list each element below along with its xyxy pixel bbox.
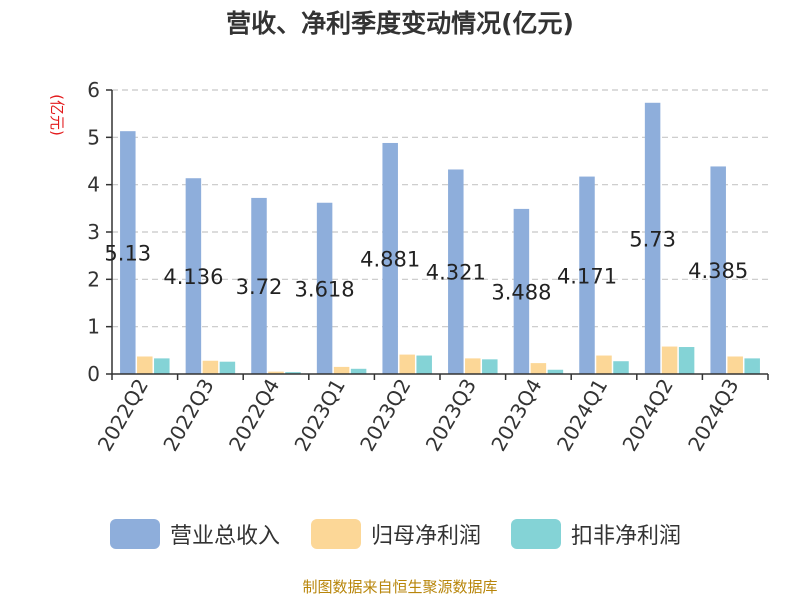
- bar: [333, 366, 350, 374]
- bar: [710, 166, 726, 374]
- data-label: 4.881: [360, 247, 420, 271]
- legend-label-deducted-profit: 扣非净利润: [571, 524, 682, 549]
- bar: [285, 372, 301, 374]
- data-label: 5.73: [629, 227, 676, 251]
- bar: [465, 358, 481, 374]
- bar: [744, 358, 760, 374]
- bar: [579, 176, 595, 374]
- bar: [727, 356, 743, 374]
- data-source-note: 制图数据来自恒生聚源数据库: [302, 578, 498, 596]
- bar: [530, 363, 547, 374]
- legend-label-revenue: 营业总收入: [170, 524, 281, 549]
- bar: [154, 358, 170, 374]
- bar: [382, 142, 398, 374]
- x-tick-label: 2024Q2: [617, 375, 677, 456]
- legend-label-net-profit: 归母净利润: [371, 524, 482, 549]
- bar: [448, 169, 464, 374]
- legend-item-net-profit[interactable]: 归母净利润: [311, 518, 481, 550]
- data-label: 3.72: [236, 275, 283, 299]
- x-tick-label: 2023Q3: [421, 375, 481, 456]
- x-tick-label: 2022Q4: [224, 375, 284, 456]
- legend-swatch-net-profit: [311, 519, 361, 549]
- data-label: 3.488: [491, 280, 551, 304]
- x-tick-label: 2022Q3: [158, 375, 218, 456]
- legend-swatch-deducted-profit: [511, 519, 561, 549]
- y-tick-label: 1: [87, 315, 100, 339]
- legend-swatch-revenue: [110, 519, 160, 549]
- data-label: 3.618: [295, 277, 355, 301]
- data-label: 4.171: [557, 264, 617, 288]
- y-tick-label: 4: [87, 173, 100, 197]
- bar: [596, 355, 612, 374]
- data-label: 5.13: [104, 242, 151, 266]
- bar: [416, 355, 432, 374]
- data-label: 4.136: [163, 265, 223, 289]
- bar: [482, 359, 498, 374]
- y-tick-label: 5: [87, 125, 100, 149]
- bar: [350, 368, 367, 374]
- x-tick-label: 2022Q2: [93, 375, 153, 456]
- x-tick-label: 2023Q1: [289, 375, 349, 456]
- bar: [613, 361, 629, 374]
- bar: [202, 360, 219, 374]
- bar: [185, 178, 202, 374]
- x-tick-label: 2024Q1: [552, 375, 612, 456]
- chart-title: 营收、净利季度变动情况(亿元): [226, 9, 574, 38]
- y-axis-label: (亿元): [48, 94, 66, 136]
- data-label: 4.321: [426, 261, 486, 285]
- legend-item-deducted-profit[interactable]: 扣非净利润: [511, 518, 681, 550]
- data-label: 4.385: [688, 259, 748, 283]
- bar: [316, 202, 333, 374]
- bar: [120, 131, 136, 374]
- bar: [513, 208, 530, 374]
- bar: [399, 354, 415, 374]
- y-tick-label: 2: [87, 267, 100, 291]
- bar: [137, 356, 153, 374]
- bar: [268, 371, 284, 374]
- bar: [219, 361, 236, 374]
- x-tick-label: 2023Q4: [486, 375, 546, 456]
- bar: [644, 102, 661, 374]
- y-tick-label: 6: [87, 78, 100, 102]
- bar: [678, 347, 695, 374]
- x-tick-label: 2023Q2: [355, 375, 415, 456]
- bar: [547, 369, 564, 374]
- x-tick-label: 2024Q3: [683, 375, 743, 456]
- y-tick-label: 3: [87, 220, 100, 244]
- y-tick-label: 0: [87, 362, 100, 386]
- bar: [251, 197, 267, 374]
- legend-item-revenue[interactable]: 营业总收入: [110, 518, 280, 550]
- bar: [661, 346, 678, 374]
